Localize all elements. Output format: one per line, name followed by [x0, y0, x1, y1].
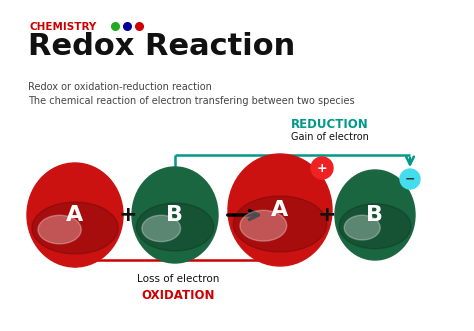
Text: REDUCTION: REDUCTION [291, 118, 369, 131]
Text: OXIDATION: OXIDATION [141, 289, 215, 302]
Text: +: + [318, 205, 337, 225]
Ellipse shape [240, 210, 287, 241]
Ellipse shape [339, 204, 411, 249]
Ellipse shape [27, 163, 123, 267]
Ellipse shape [344, 215, 380, 240]
Text: Gain of electron: Gain of electron [291, 132, 369, 142]
Text: −: − [405, 172, 415, 185]
Ellipse shape [142, 215, 181, 242]
Text: Redox Reaction: Redox Reaction [28, 32, 295, 61]
Text: +: + [118, 205, 137, 225]
Text: Loss of electron: Loss of electron [137, 274, 219, 284]
Circle shape [400, 169, 420, 189]
Text: +: + [317, 162, 328, 174]
Ellipse shape [137, 203, 214, 251]
Ellipse shape [228, 154, 332, 266]
Ellipse shape [38, 215, 81, 244]
Text: B: B [166, 205, 183, 225]
Ellipse shape [32, 202, 118, 254]
Circle shape [311, 157, 333, 179]
Text: Redox or oxidation-reduction reaction: Redox or oxidation-reduction reaction [28, 82, 212, 92]
Text: A: A [66, 205, 83, 225]
Ellipse shape [132, 167, 218, 263]
Text: CHEMISTRY: CHEMISTRY [30, 22, 97, 32]
Text: A: A [272, 200, 289, 220]
Text: The chemical reaction of electron transfering between two species: The chemical reaction of electron transf… [28, 96, 355, 106]
Ellipse shape [233, 196, 327, 252]
Ellipse shape [335, 170, 415, 260]
Text: B: B [366, 205, 383, 225]
